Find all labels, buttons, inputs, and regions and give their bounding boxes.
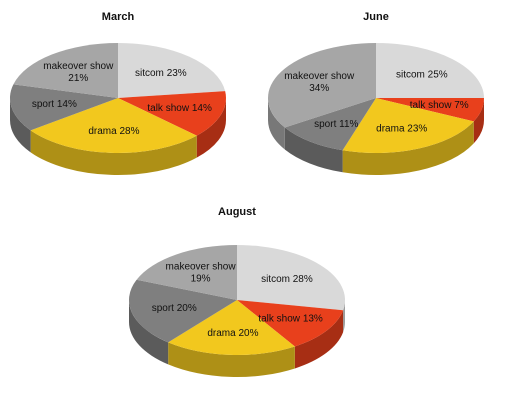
slice-label: sport 11% [314,119,358,130]
chart-title: March [102,11,135,23]
slice-value: 28% [119,126,139,137]
slice-category: sport [314,119,336,130]
slice-value: 20% [177,303,197,314]
slice-side [168,342,295,378]
slice-label: sport 14% [32,99,77,110]
slice-label: talk show 7% [410,100,469,111]
slice-label: drama 23% [376,123,427,134]
slice-label: drama 20% [207,328,258,339]
slice-category: sitcom [396,69,425,80]
chart-title: August [218,206,256,218]
slice-category: makeover show [43,61,114,72]
slice-value: 14% [57,99,77,110]
slice-side [129,300,169,365]
slice-label: sport 20% [152,303,197,314]
slice-category: drama [88,126,117,137]
slice-value: 7% [454,100,469,111]
slice-value: 19% [191,273,211,284]
slice-value: 14% [192,103,212,114]
slice-value: 28% [293,274,313,285]
slice [342,98,474,153]
slice [129,279,237,343]
slice [376,43,484,98]
slice-category: drama [376,123,405,134]
slice-side [342,121,474,175]
slice [10,84,119,131]
slice-label: sitcom 28% [261,274,313,285]
slice-category: talk show [258,313,300,324]
slice-value: 34% [309,83,329,94]
slice [237,245,345,311]
slice-category: sitcom [261,274,290,285]
slice-side [284,127,343,173]
slice [284,98,376,151]
slice-side [10,98,31,153]
slice-category: makeover show [166,261,237,272]
slice-value: 20% [238,328,258,339]
slice-side [343,300,345,333]
slice-label: sitcom 25% [396,69,448,80]
slice-category: makeover show [284,71,355,82]
slice-label: talk show 14% [147,103,212,114]
slice-label: sitcom 23% [135,68,187,79]
slice-value: 11% [339,119,358,130]
slice-side [268,98,285,150]
slice-label: talk show 13% [258,313,323,324]
slice-side [196,98,226,158]
slice-value: 25% [428,69,448,80]
slice-category: sitcom [135,68,164,79]
slice-label: drama 28% [88,126,139,137]
slice-side [30,130,197,175]
slice-label: makeover show 34% [284,71,355,94]
slice-value: 21% [68,73,88,84]
slice-category: talk show [147,103,189,114]
slice [268,43,376,128]
slice-category: talk show [410,100,452,111]
slice [136,245,237,300]
slice [30,98,197,153]
slice-label: makeover show 21% [43,61,114,84]
slice-side [473,98,484,144]
chart-title: June [363,11,389,23]
slice [168,300,295,355]
slice-value: 23% [407,123,427,134]
slice-category: sport [152,303,174,314]
slice-value: 13% [303,313,323,324]
slice-category: sport [32,99,54,110]
slice [13,43,118,98]
slice-label: makeover show 19% [166,261,237,284]
slice-side [294,310,344,369]
slice-category: drama [207,328,236,339]
slice [118,91,226,136]
slice [118,43,226,98]
slice [376,98,484,122]
slice-value: 23% [167,68,187,79]
slice [237,300,344,347]
